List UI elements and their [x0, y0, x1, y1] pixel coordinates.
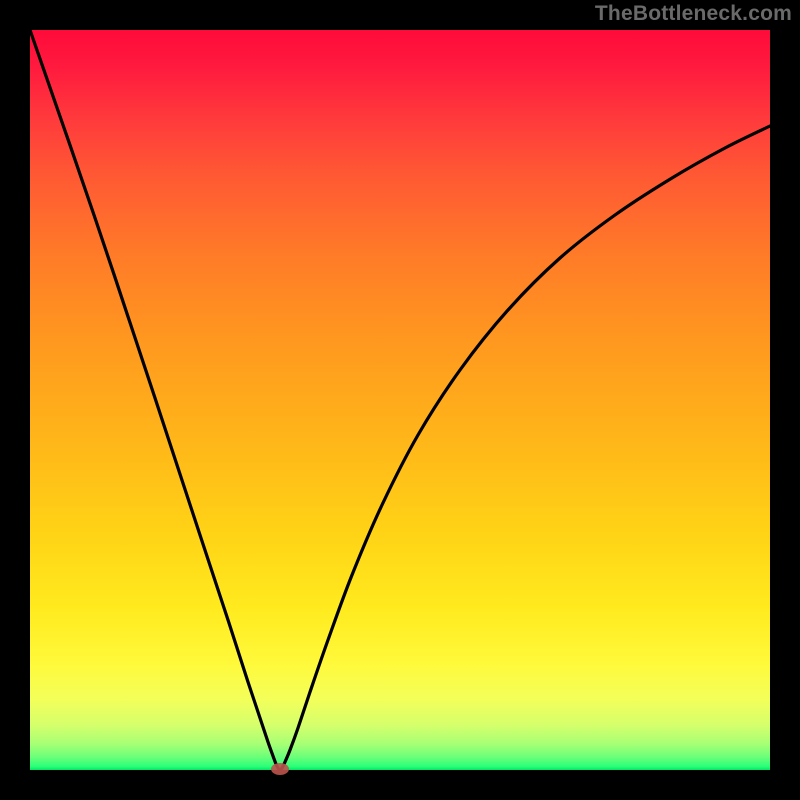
chart-svg	[0, 0, 800, 800]
watermark-label: TheBottleneck.com	[595, 2, 792, 26]
plot-background	[30, 30, 770, 770]
minimum-marker	[271, 763, 289, 775]
chart-stage: TheBottleneck.com	[0, 0, 800, 800]
